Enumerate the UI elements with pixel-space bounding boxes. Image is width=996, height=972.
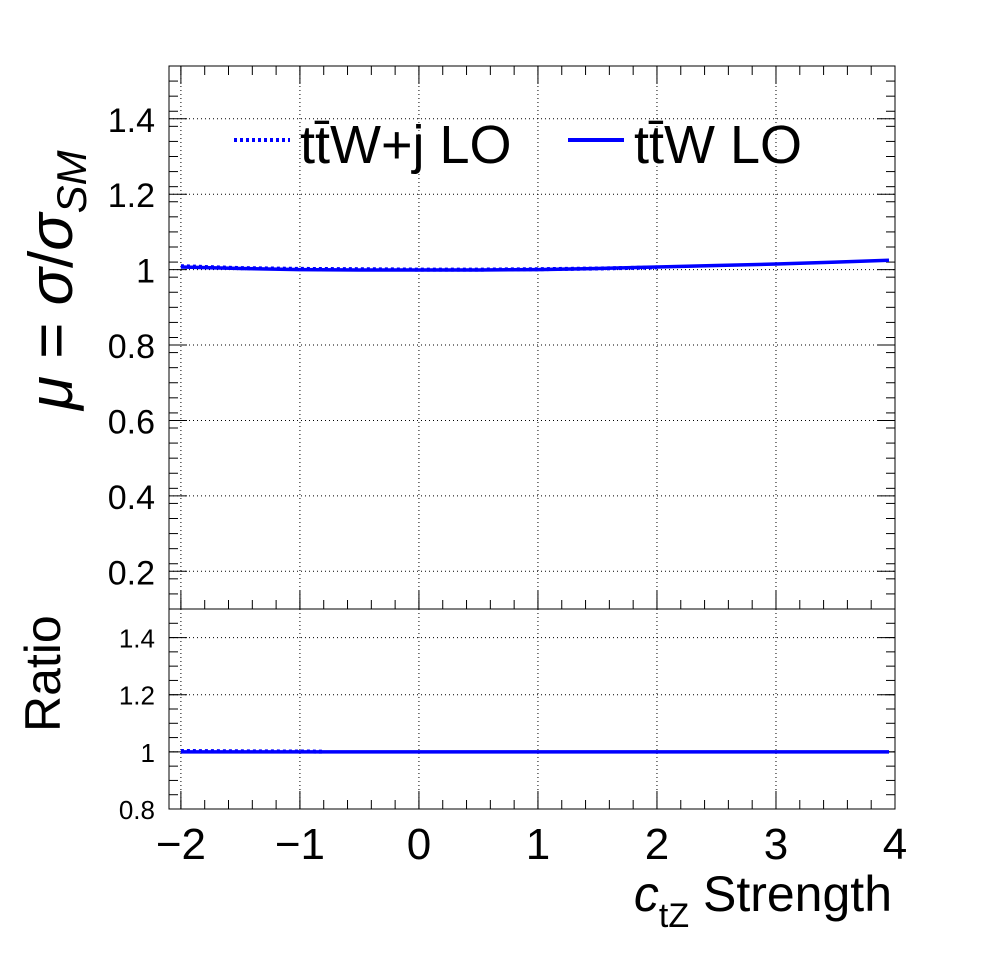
x-tick-label: 4 (883, 820, 907, 869)
x-title-c: c (634, 866, 659, 922)
top-series-line-2 (180, 258, 890, 272)
y-title-mu: μ (17, 376, 86, 412)
bottom-y-tick-labels: 0.8 1 1.2 1.4 (119, 624, 155, 825)
x-tick-label: 3 (764, 820, 788, 869)
x-tick-label: −1 (275, 820, 325, 869)
bottom-panel: 0.8 1 1.2 1.4 −2 −1 0 1 2 3 4 (119, 608, 907, 869)
x-tick-label: 1 (526, 820, 550, 869)
top-y-tick-label: 1 (136, 253, 155, 291)
bottom-y-axis-title: Ratio (15, 615, 71, 732)
top-y-tick-label: 1.2 (108, 177, 155, 215)
y-title-sigma2: σ (17, 211, 86, 251)
y-title-sigma: σ (17, 265, 86, 305)
legend-label-1: tt̄W+j LO (300, 115, 512, 175)
x-tick-labels: −2 −1 0 1 2 3 4 (156, 820, 907, 869)
top-series (180, 258, 890, 272)
bottom-y-tick-label: 1.2 (119, 681, 155, 711)
x-title-rest: Strength (689, 866, 892, 922)
x-tick-label: −2 (156, 820, 206, 869)
top-y-tick-label: 0.4 (108, 479, 155, 517)
top-y-tick-label: 0.2 (108, 554, 155, 592)
x-tick-label: 0 (407, 820, 431, 869)
legend-label-2: tt̄W LO (634, 115, 802, 175)
bottom-y-tick-label: 1.4 (119, 624, 155, 654)
bottom-series (180, 749, 889, 754)
top-y-tick-label: 0.6 (108, 403, 155, 441)
bottom-y-tick-label: 1 (141, 738, 155, 768)
top-y-axis-title: μ = σ/σSM (17, 150, 95, 412)
y-title-sub: SM (48, 150, 95, 213)
y-title-slash: / (17, 250, 86, 268)
bottom-y-tick-label: 0.8 (119, 795, 155, 825)
legend: tt̄W+j LO tt̄W LO (234, 115, 802, 175)
top-grid (169, 66, 895, 609)
bottom-plot-frame (168, 608, 896, 810)
x-title-sub: tZ (659, 897, 689, 935)
top-y-tick-label: 0.8 (108, 328, 155, 366)
x-tick-label: 2 (645, 820, 669, 869)
y-title-eq: = (17, 305, 86, 376)
bottom-ticks (169, 622, 896, 810)
x-axis-title: ctZ Strength (634, 866, 892, 935)
top-y-tick-labels: 0.2 0.4 0.6 0.8 1 1.2 1.4 (108, 102, 155, 593)
top-panel: 0.2 0.4 0.6 0.8 1 1.2 1.4 (108, 65, 896, 610)
top-y-tick-label: 1.4 (108, 102, 155, 140)
